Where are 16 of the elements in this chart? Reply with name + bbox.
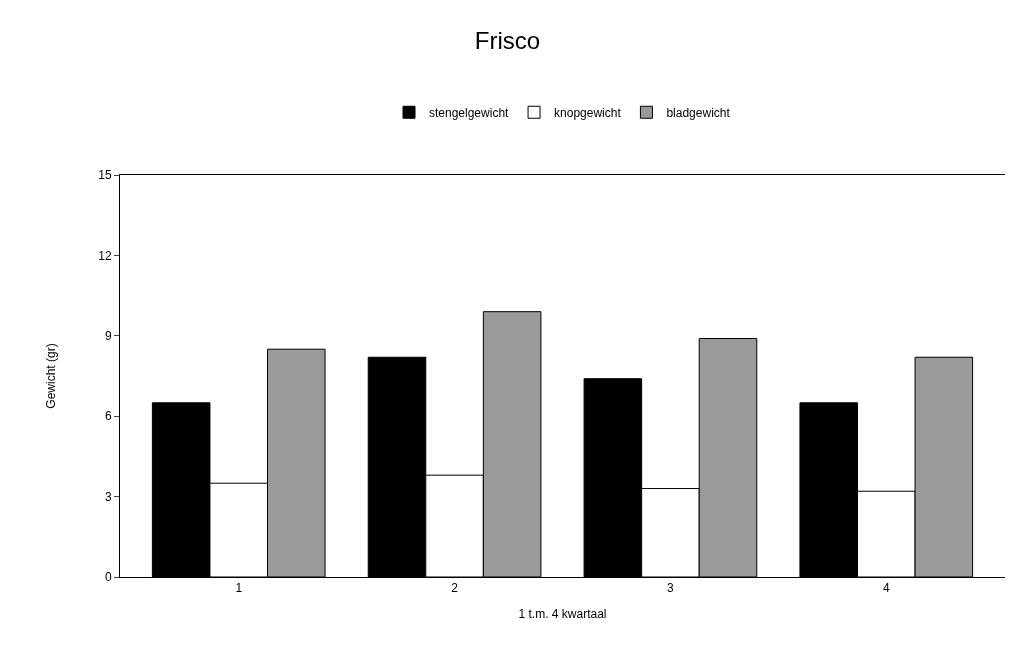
y-tick-label: 12 <box>98 248 112 263</box>
x-tick-label: 2 <box>451 581 459 596</box>
x-axis-title: 1 t.m. 4 kwartaal <box>518 607 607 622</box>
y-tick-label: 9 <box>104 329 112 343</box>
legend-label: stengelgewicht <box>429 105 510 120</box>
x-tick-label: 3 <box>667 581 675 596</box>
legend-label: bladgewicht <box>666 105 731 120</box>
y-tick-label: 0 <box>104 570 112 585</box>
y-tick-label: 3 <box>104 489 112 504</box>
y-tick-label: 6 <box>104 409 112 424</box>
legend-label: knopgewicht <box>554 105 622 120</box>
y-axis-title: Gewicht (gr) <box>43 343 58 409</box>
y-tick-label: 15 <box>98 168 112 183</box>
x-tick-label: 4 <box>882 581 890 596</box>
x-tick-label: 1 <box>235 581 243 596</box>
chart-title: Frisco <box>474 27 541 55</box>
